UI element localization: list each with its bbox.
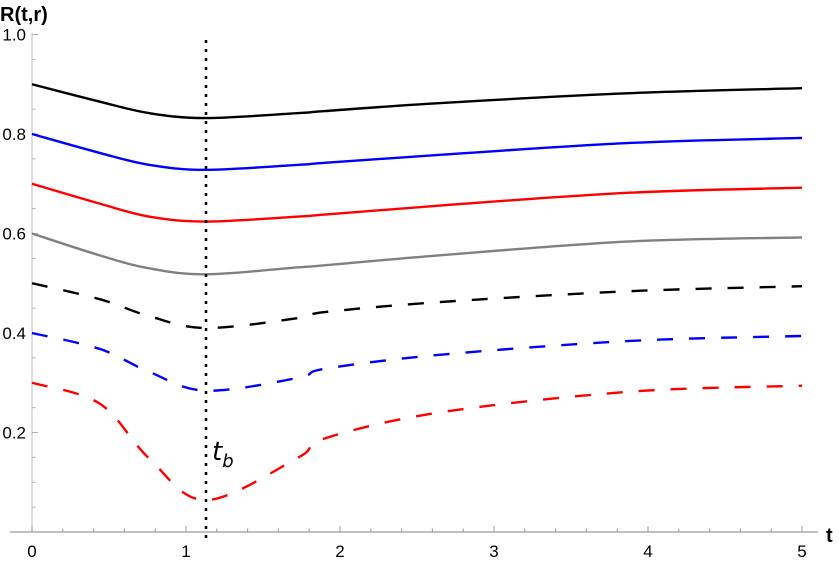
series-dashed-red xyxy=(31,381,803,502)
curves xyxy=(31,83,803,502)
x-axis-title: t xyxy=(826,525,833,547)
series-solid-red xyxy=(31,182,803,223)
tb-annotation: tb xyxy=(212,437,234,472)
series-solid-gray xyxy=(31,232,803,276)
series-solid-black xyxy=(31,83,803,120)
x-tick-label: 2 xyxy=(335,542,344,561)
y-tick-label: 0.8 xyxy=(2,125,26,144)
y-axis-title: R(t,r) xyxy=(0,4,48,26)
y-tick-label: 0.4 xyxy=(2,324,26,343)
axes: 0 1 2 3 4 5 0.2 0.4 0.6 0.8 1.0 xyxy=(2,26,818,561)
y-tick-label: 0.2 xyxy=(2,424,26,443)
x-tick-label: 1 xyxy=(181,542,190,561)
series-dashed-blue xyxy=(31,331,803,392)
series-solid-blue xyxy=(31,132,803,172)
x-tick-label: 3 xyxy=(489,542,498,561)
y-tick-label: 1.0 xyxy=(2,26,26,45)
y-tick-label: 0.6 xyxy=(2,225,26,244)
x-tick-label: 4 xyxy=(643,542,652,561)
x-tick-label: 5 xyxy=(797,542,806,561)
x-tick-label: 0 xyxy=(27,542,36,561)
series-dashed-black xyxy=(31,282,803,330)
